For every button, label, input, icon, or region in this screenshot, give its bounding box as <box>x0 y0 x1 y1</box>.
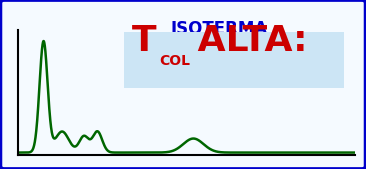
Text: T: T <box>132 23 156 58</box>
Text: COL: COL <box>159 54 190 68</box>
Text: ISOTERMA: ISOTERMA <box>171 20 268 38</box>
Text: ALTA:: ALTA: <box>185 23 307 58</box>
